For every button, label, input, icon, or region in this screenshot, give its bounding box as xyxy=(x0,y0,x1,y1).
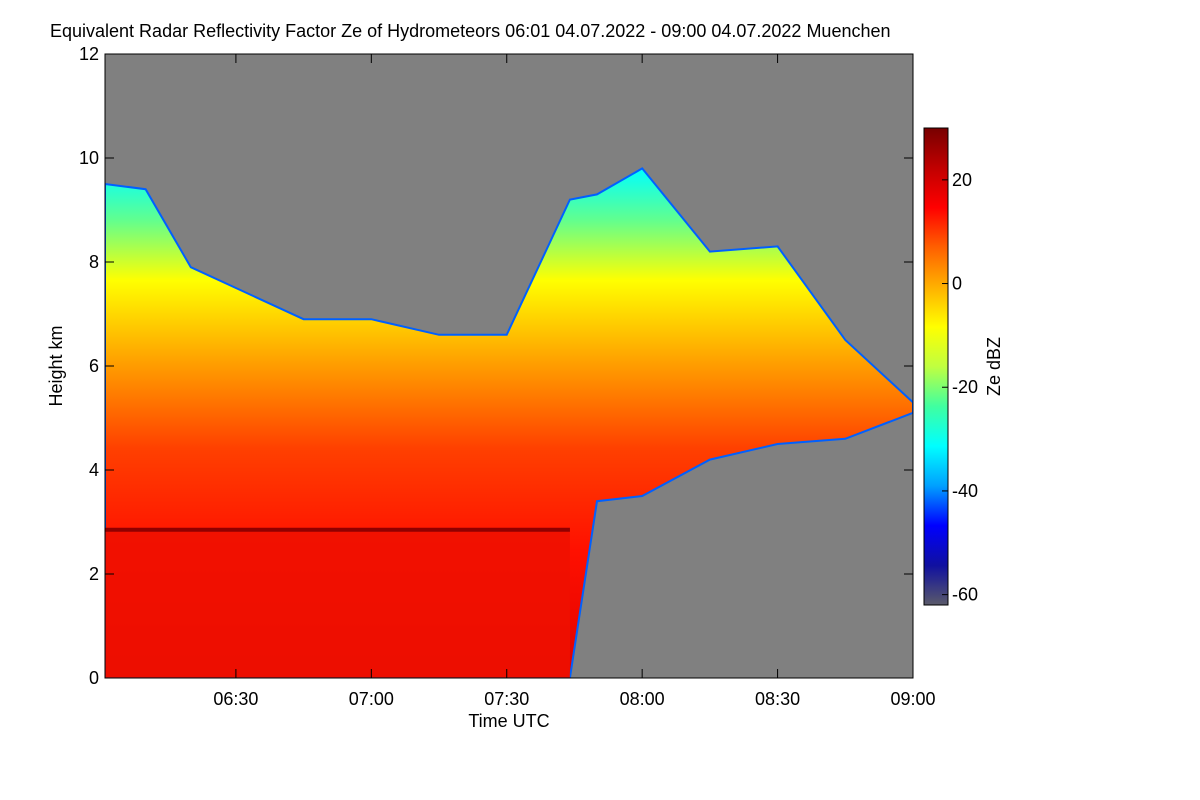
chart-title: Equivalent Radar Reflectivity Factor Ze … xyxy=(50,21,891,41)
rain-region xyxy=(105,529,570,678)
colorbar-tick-label: 20 xyxy=(952,170,972,190)
y-tick-label: 10 xyxy=(79,148,99,168)
y-tick-label: 8 xyxy=(89,252,99,272)
y-tick-label: 4 xyxy=(89,460,99,480)
y-tick-label: 0 xyxy=(89,668,99,688)
x-tick-label: 09:00 xyxy=(890,689,935,709)
x-tick-label: 07:30 xyxy=(484,689,529,709)
y-axis-title: Height km xyxy=(46,325,66,406)
x-tick-label: 07:00 xyxy=(349,689,394,709)
x-tick-label: 08:30 xyxy=(755,689,800,709)
colorbar-tick-label: 0 xyxy=(952,274,962,294)
y-tick-label: 12 xyxy=(79,44,99,64)
colorbar-tick-label: -60 xyxy=(952,585,978,605)
colorbar-tick-label: -40 xyxy=(952,481,978,501)
x-tick-label: 08:00 xyxy=(620,689,665,709)
x-axis-title: Time UTC xyxy=(468,711,549,731)
colorbar-tick-label: -20 xyxy=(952,377,978,397)
y-tick-label: 2 xyxy=(89,564,99,584)
y-tick-label: 6 xyxy=(89,356,99,376)
colorbar-label: Ze dBZ xyxy=(984,337,1004,396)
colorbar xyxy=(923,127,949,606)
x-tick-label: 06:30 xyxy=(213,689,258,709)
